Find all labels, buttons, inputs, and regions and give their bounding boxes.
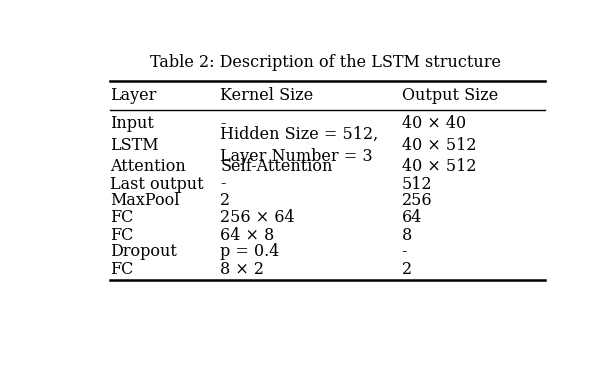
Text: 256 × 64: 256 × 64 [221, 209, 295, 227]
Text: 2: 2 [402, 261, 411, 278]
Text: LSTM: LSTM [110, 137, 159, 154]
Text: FC: FC [110, 261, 134, 278]
Text: Output Size: Output Size [402, 87, 498, 104]
Text: 64 × 8: 64 × 8 [221, 227, 275, 244]
Text: 8: 8 [402, 227, 412, 244]
Text: -: - [221, 176, 225, 193]
Text: Kernel Size: Kernel Size [221, 87, 314, 104]
Text: Attention: Attention [110, 158, 186, 176]
Text: 40 × 512: 40 × 512 [402, 137, 476, 154]
Text: Dropout: Dropout [110, 243, 177, 261]
Text: -: - [221, 115, 225, 132]
Text: MaxPool: MaxPool [110, 192, 180, 209]
Text: FC: FC [110, 227, 134, 244]
Text: Self-Attention: Self-Attention [221, 158, 333, 176]
Text: 40 × 512: 40 × 512 [402, 158, 476, 176]
Text: Last output: Last output [110, 176, 204, 193]
Text: 256: 256 [402, 192, 432, 209]
Text: Input: Input [110, 115, 154, 132]
Text: Table 2: Description of the LSTM structure: Table 2: Description of the LSTM structu… [150, 54, 501, 71]
Text: p = 0.4: p = 0.4 [221, 243, 280, 261]
Text: -: - [402, 243, 407, 261]
Text: 40 × 40: 40 × 40 [402, 115, 466, 132]
Text: 2: 2 [221, 192, 230, 209]
Text: Hidden Size = 512,
Layer Number = 3: Hidden Size = 512, Layer Number = 3 [221, 126, 378, 165]
Text: FC: FC [110, 209, 134, 227]
Text: 512: 512 [402, 176, 432, 193]
Text: 8 × 2: 8 × 2 [221, 261, 264, 278]
Text: Layer: Layer [110, 87, 157, 104]
Text: 64: 64 [402, 209, 422, 227]
